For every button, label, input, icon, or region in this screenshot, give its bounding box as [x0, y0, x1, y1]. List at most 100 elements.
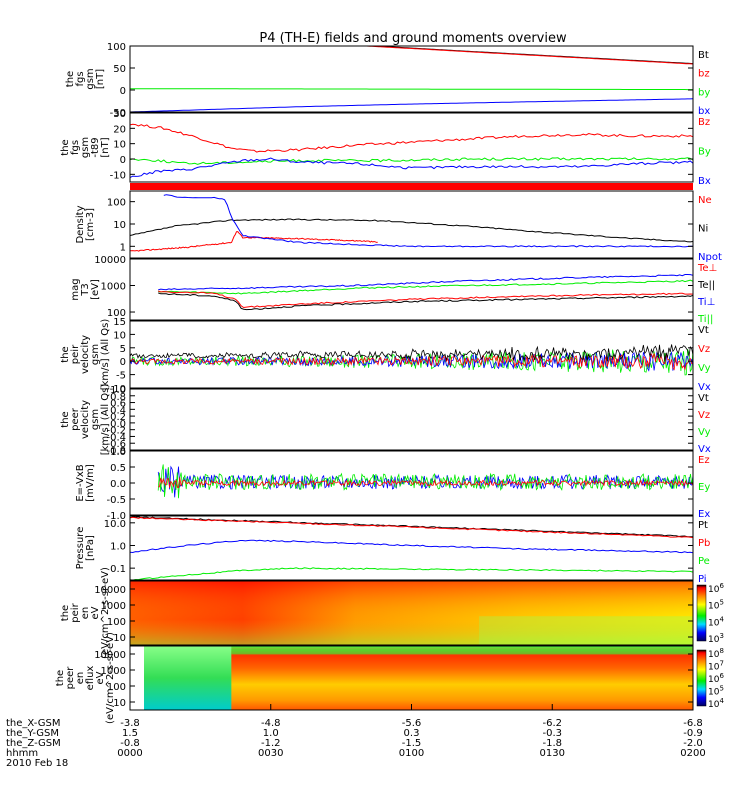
y-tick-label: -1.0 — [106, 511, 126, 522]
y-axis-label: -t89 — [90, 137, 101, 157]
series-Ey — [157, 464, 694, 499]
legend-Ni: Ni — [698, 224, 708, 235]
colorbar-label: 107 — [708, 660, 724, 673]
y-axis-label: [cm-3] — [85, 208, 96, 241]
y-tick-label: 10000 — [94, 255, 126, 266]
y-tick-label: 10000 — [94, 585, 126, 596]
y-tick-label: 50 — [113, 64, 126, 75]
y-tick-label: 0 — [120, 357, 126, 368]
y-tick-label: 10.0 — [104, 519, 126, 530]
y-tick-label: 0.0 — [110, 479, 126, 490]
footer-value: -4.8 — [261, 718, 281, 729]
y-tick-label: 10 — [113, 330, 126, 341]
series-Ti⊥ — [158, 274, 693, 291]
colorbar — [696, 649, 707, 707]
y-tick-label: 30 — [113, 109, 126, 120]
y-axis-label: [nPa] — [85, 535, 96, 561]
legend-Bt: Bt — [698, 50, 709, 61]
series-Pb — [130, 516, 693, 539]
y-tick-label: 1 — [120, 242, 126, 253]
legend-Vz: Vz — [698, 410, 710, 421]
chart-title: P4 (TH-E) fields and ground moments over… — [259, 31, 567, 46]
footer-value: -0.8 — [120, 738, 140, 749]
panel-frame — [129, 580, 694, 646]
series-Vt — [129, 344, 694, 363]
y-axis-label: the — [65, 71, 76, 87]
y-tick-label: 10 — [113, 698, 126, 709]
panel-peir_vel: 15 10 5 0 -5 -10 the peir velocity gsm [km/s] (All… — [60, 317, 711, 395]
legend-By: By — [698, 147, 711, 158]
legend-Vt: Vt — [698, 393, 709, 404]
y-tick-label: 1000 — [101, 601, 126, 612]
y-axis-label: peer — [70, 407, 81, 431]
colorbar-label: 108 — [708, 647, 724, 660]
colorbar-label: 105 — [708, 685, 724, 698]
y-axis-label: (eV/cm^2-s-sr-eV) — [100, 567, 111, 659]
panel-frame — [129, 190, 694, 259]
y-tick-label: 100 — [107, 42, 126, 53]
y-axis-label: velocity — [80, 335, 91, 374]
footer-value: 0200 — [680, 748, 705, 759]
legend-Ez: Ez — [698, 455, 710, 466]
y-axis-label: mag — [70, 278, 81, 300]
y-tick-label: 1.0 — [110, 541, 126, 552]
series-Ni — [130, 218, 693, 243]
y-axis-label: fgs — [75, 71, 86, 86]
panel-frame — [129, 388, 694, 451]
y-tick-label: -50 — [110, 108, 126, 119]
legend-Vz: Vz — [698, 344, 710, 355]
y-axis-label: peir — [70, 344, 81, 364]
y-tick-label: 0 — [120, 155, 126, 166]
panel-frame — [129, 112, 694, 183]
legend-Ne: Ne — [698, 195, 712, 206]
y-tick-label: 100 — [107, 682, 126, 693]
series-Bt — [366, 46, 693, 65]
y-tick-label: 10000 — [94, 650, 126, 661]
footer-row-label: 2010 Feb 18 — [6, 758, 68, 769]
panel-density: 100 10 1 Density [cm-3] Ne Ni Npot — [75, 190, 722, 263]
legend-Npot: Npot — [698, 252, 722, 263]
panel-pressure: 10.0 1.0 0.1 Pressure [nPa] Pt Pb Pe Pi — [75, 515, 710, 585]
footer-value: -2.0 — [683, 738, 703, 749]
colorbar-label: 106 — [708, 672, 724, 685]
y-tick-label: 0.1 — [110, 564, 126, 575]
y-axis-label: [nT] — [100, 137, 111, 157]
footer-value: 0.3 — [404, 728, 420, 739]
legend-Vy: Vy — [698, 363, 711, 374]
y-axis-label: gsm — [90, 344, 101, 365]
y-tick-label: -0.8 — [106, 446, 126, 457]
y-tick-label: 0 — [120, 86, 126, 97]
y-axis-label: [mV/m] — [85, 464, 96, 502]
y-tick-label: 1.0 — [110, 447, 126, 458]
legend-Ti⊥: Ti⊥ — [697, 297, 715, 308]
y-axis-label: peir — [70, 602, 81, 622]
y-tick-label: 10 — [113, 220, 126, 231]
series-Pi — [130, 539, 693, 554]
panel-peir_eflux: 106 105 104 103 10000 1000 100 10 the peir en eV (eV… — [60, 567, 724, 659]
spectrogram-region — [144, 646, 232, 710]
y-axis-label: eV — [95, 671, 106, 684]
y-tick-label: 10 — [113, 633, 126, 644]
legend-by: by — [698, 87, 710, 98]
footer-value: -6.8 — [683, 718, 703, 729]
series-By — [130, 157, 693, 165]
y-tick-label: 100 — [107, 308, 126, 319]
y-axis-label: the — [55, 670, 66, 686]
separator-bar — [130, 183, 693, 190]
series-group — [130, 516, 693, 580]
legend-Bz: Bz — [698, 117, 710, 128]
y-tick-label: -0.6 — [106, 439, 126, 450]
series-group — [130, 123, 693, 179]
colorbar-label: 106 — [708, 582, 724, 595]
legend-bx: bx — [698, 106, 710, 117]
series-Pe — [130, 567, 693, 580]
legend-Bx: Bx — [698, 176, 711, 187]
y-axis-label: the — [60, 605, 71, 621]
y-tick-label: 10 — [113, 140, 126, 151]
y-tick-label: -10 — [110, 170, 126, 181]
series-group — [130, 46, 693, 112]
legend-Pi: Pi — [698, 574, 707, 585]
colorbar-label: 104 — [708, 697, 724, 710]
